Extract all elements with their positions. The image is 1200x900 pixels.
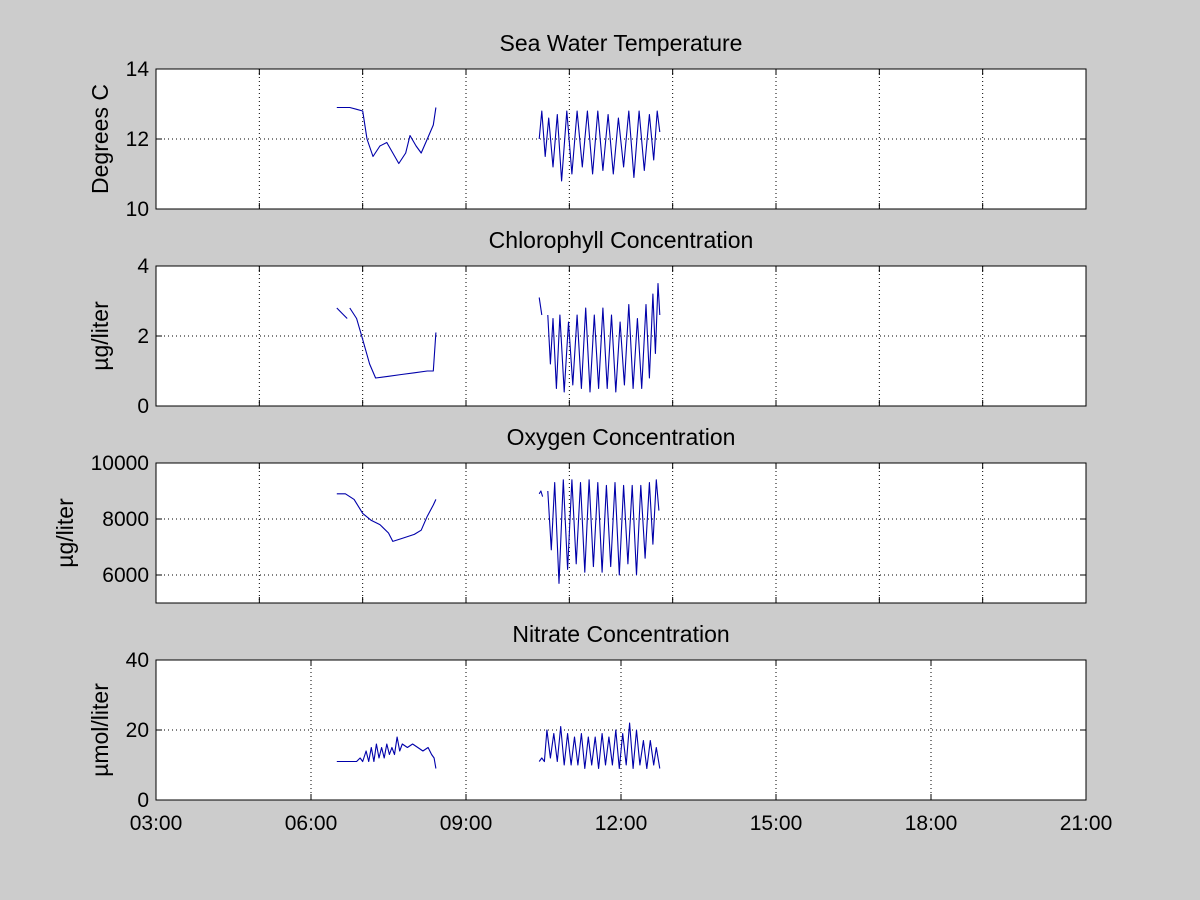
y-tick-label: 0 [137,395,149,418]
chart-title: Chlorophyll Concentration [489,227,754,253]
y-tick-label: 14 [126,58,150,81]
chart-panel: 6000 8000 10000 Oxygen Concentration µg/lite… [52,424,1087,604]
chart-panel: 0 2 4 Chlorophyll Concentration µg/liter [87,227,1087,418]
x-tick-label: 03:00 [130,812,183,835]
axes-frame [155,265,1087,407]
series-line [336,307,348,319]
y-axis-label: µg/liter [87,301,113,371]
series-line [349,307,437,379]
series-line [547,282,661,393]
chart-title: Nitrate Concentration [512,621,729,647]
x-tick-label: 15:00 [750,812,803,835]
axes-frame [155,462,1087,604]
chart-title: Sea Water Temperature [500,30,743,56]
y-tick-label: 6000 [102,564,149,587]
y-tick-label: 0 [137,789,149,812]
series-line [336,106,437,165]
series-line [538,722,661,770]
series-line [547,479,660,584]
y-tick-label: 12 [126,128,149,151]
chart-panel: 10 12 14 Sea Water Temperature Degrees C [87,30,1087,221]
y-tick-label: 40 [126,649,149,672]
y-tick-label: 10000 [91,452,149,475]
y-axis-label: Degrees C [87,84,113,194]
axes-frame [155,68,1087,210]
x-tick-label: 21:00 [1060,812,1113,835]
series-line [538,297,543,316]
chart-title: Oxygen Concentration [507,424,736,450]
panels: 10 12 14 Sea Water Temperature Degrees C 0 2 4 C… [52,30,1112,835]
y-tick-label: 10 [126,198,149,221]
y-tick-label: 20 [126,719,149,742]
y-tick-label: 8000 [102,508,149,531]
series-line [336,736,437,769]
y-tick-label: 2 [137,325,149,348]
series-line [336,493,437,542]
y-axis-label: µg/liter [52,498,78,568]
y-axis-label: µmol/liter [87,683,113,777]
series-line [538,110,661,182]
axes-frame [155,659,1087,801]
x-tick-label: 09:00 [440,812,493,835]
x-tick-label: 18:00 [905,812,958,835]
x-tick-label: 06:00 [285,812,338,835]
y-tick-label: 4 [137,255,149,278]
chart-panel: 03:00 06:00 09:00 12:00 15:00 18:00 21:00 0 20 40… [87,621,1112,835]
series-line [538,490,544,497]
x-tick-label: 12:00 [595,812,648,835]
